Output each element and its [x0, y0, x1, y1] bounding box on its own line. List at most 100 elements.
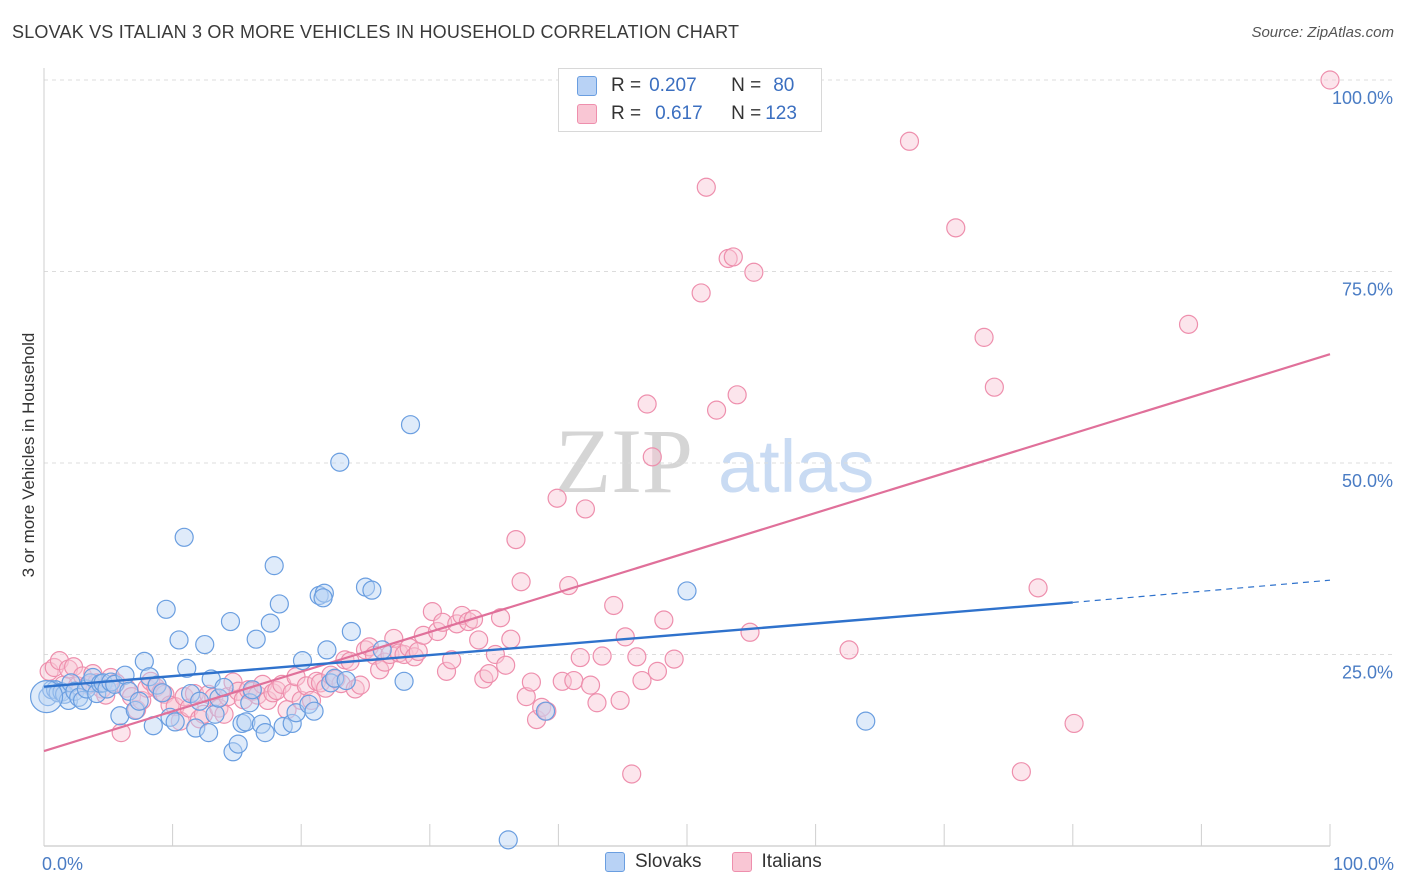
- slovaks-point: [228, 734, 248, 754]
- y-axis-title: 3 or more Vehicles in Household: [19, 333, 38, 578]
- slovaks-point: [535, 701, 556, 721]
- italians-point: [413, 625, 433, 645]
- slovaks-point: [195, 634, 215, 655]
- slovaks-point: [498, 830, 518, 850]
- slovaks-point: [174, 527, 194, 547]
- italians-point: [592, 646, 612, 666]
- italians-point: [587, 693, 607, 713]
- y-tick-label: 50.0%: [1342, 471, 1393, 491]
- italians-point: [204, 687, 224, 707]
- grid-lines: [44, 79, 1395, 655]
- slovaks-point: [255, 723, 275, 743]
- italians-point: [511, 572, 531, 592]
- slovaks-point: [87, 683, 107, 704]
- slovaks-point: [341, 621, 361, 642]
- slovaks-point: [400, 415, 421, 435]
- italians-point: [564, 670, 584, 691]
- y-tick-label: 75.0%: [1342, 280, 1393, 300]
- italians-point: [654, 610, 674, 630]
- slovaks-point: [186, 718, 206, 738]
- slovaks-trend-extension: [1072, 579, 1331, 604]
- italians-point: [384, 628, 404, 649]
- source-credit: Source: ZipAtlas.com: [1251, 24, 1394, 41]
- italians-point: [622, 764, 642, 784]
- slovaks-point: [317, 640, 337, 660]
- italians-point: [642, 447, 662, 467]
- legend-item-italians: Italians: [731, 851, 822, 873]
- slovaks-point: [856, 711, 876, 731]
- slovaks-point: [156, 599, 176, 619]
- tick-labels: 25.0% 50.0% 75.0% 100.0% 0.0% 100.0%: [42, 88, 1394, 874]
- n-value: 123: [765, 103, 797, 124]
- italians-point: [575, 499, 596, 519]
- italians-point: [723, 247, 743, 267]
- italians-point: [580, 675, 601, 695]
- italians-point: [496, 655, 516, 675]
- italians-point: [1011, 762, 1031, 782]
- legend-row-slovaks: R = 0.207 N = 80: [577, 73, 794, 99]
- italians-point: [637, 394, 657, 414]
- italians-swatch: [731, 852, 752, 872]
- italians-point: [223, 672, 243, 692]
- slovaks-swatch: [605, 852, 625, 872]
- legend-row-italians: R = 0.617 N = 123: [577, 101, 797, 127]
- italians-point: [839, 640, 859, 660]
- italians-point: [727, 385, 747, 405]
- slovaks-point: [169, 630, 189, 650]
- italians-point: [474, 669, 494, 689]
- slovaks-point: [236, 712, 256, 732]
- italians-point: [974, 327, 994, 347]
- italians-point: [664, 649, 684, 669]
- italians-point: [615, 627, 635, 647]
- watermark-atlas: atlas: [718, 425, 874, 508]
- slovaks-point: [336, 670, 356, 691]
- slovaks-point: [199, 723, 219, 743]
- slovaks-swatch: [577, 76, 597, 96]
- watermark-zip: ZIP: [555, 410, 693, 512]
- italians-point: [296, 676, 316, 696]
- x-tick-label: 0.0%: [42, 854, 83, 874]
- italians-point: [1320, 70, 1340, 90]
- slovaks-point: [394, 671, 414, 691]
- italians-point: [501, 629, 521, 649]
- italians-point: [647, 661, 668, 681]
- r-label: R =: [611, 103, 642, 124]
- slovaks-point: [264, 556, 284, 576]
- italians-point: [1064, 713, 1084, 734]
- italians-point: [706, 400, 727, 420]
- italians-point: [547, 488, 567, 508]
- italians-point: [1178, 314, 1199, 334]
- slovaks-point: [362, 580, 382, 600]
- y-tick-label: 100.0%: [1332, 88, 1393, 108]
- italians-point: [310, 673, 331, 693]
- italians-point: [604, 595, 624, 616]
- italians-point: [570, 647, 590, 668]
- slovaks-point: [177, 658, 197, 678]
- italians-point: [1028, 578, 1048, 598]
- italians-point: [469, 630, 489, 650]
- axes: [43, 68, 1331, 847]
- italians-swatch: [577, 104, 597, 124]
- n-label: N =: [731, 103, 762, 124]
- slovaks-point: [260, 613, 280, 633]
- italians-point: [740, 622, 760, 642]
- slovaks-point: [119, 681, 139, 701]
- italians-point: [350, 675, 370, 695]
- stats-legend: R = 0.207 N = 80 R = 0.617 N = 123: [558, 68, 822, 132]
- slovaks-point: [110, 706, 130, 726]
- italians-point: [632, 670, 652, 691]
- slovaks-point: [246, 629, 266, 649]
- italians-point: [267, 680, 287, 701]
- slovaks-point: [134, 651, 154, 671]
- slovaks-point: [325, 668, 345, 688]
- x-tick-label: 100.0%: [1333, 854, 1394, 874]
- y-tick-label: 25.0%: [1342, 663, 1393, 683]
- r-value: 0.617: [655, 103, 703, 124]
- r-value: 0.207: [649, 75, 697, 96]
- italians-point: [946, 218, 966, 238]
- italians-point: [627, 647, 647, 667]
- italians-point: [490, 608, 511, 628]
- slovaks-point: [205, 704, 225, 724]
- italians-point: [442, 650, 462, 670]
